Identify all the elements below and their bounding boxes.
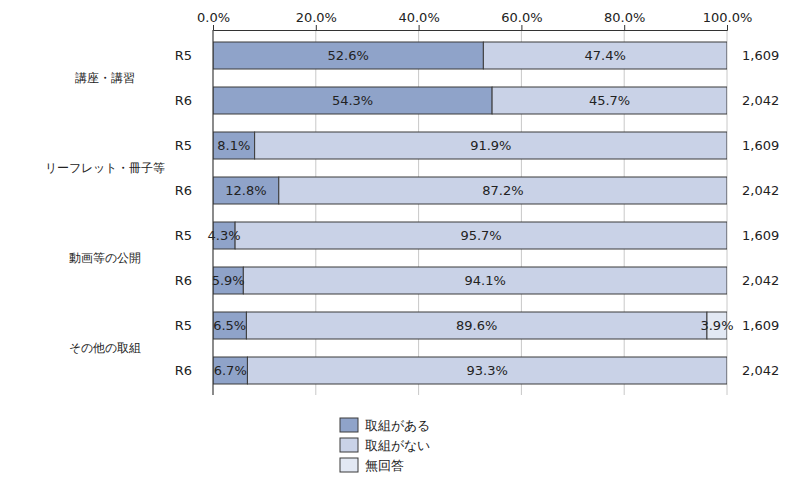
- category-label: R6: [175, 273, 192, 288]
- n-labels: 1,609 2,042 1,609 2,042 1,609 2,042 1,609 2,042: [742, 48, 779, 378]
- group-label: 講座・講習: [75, 71, 135, 85]
- legend: 取組がある取組がない無回答: [340, 418, 430, 473]
- category-label: R5: [175, 48, 192, 63]
- tick-label: 80.0%: [604, 10, 645, 25]
- tick-mark: [316, 25, 317, 30]
- n-label: 1,609: [742, 228, 779, 243]
- tick: 40.0%: [398, 10, 439, 30]
- data-label: 87.2%: [482, 183, 523, 198]
- data-label: 52.6%: [328, 48, 369, 63]
- data-label: 54.3%: [332, 93, 373, 108]
- category-label: R6: [175, 183, 192, 198]
- bar-segment: [213, 132, 255, 159]
- bar-segment: [255, 132, 727, 159]
- axis-line: [214, 25, 728, 31]
- grid-line: [315, 30, 316, 395]
- grid-line: [624, 30, 625, 395]
- data-label: 4.3%: [208, 228, 241, 243]
- tick-label: 20.0%: [296, 10, 337, 25]
- category-label: R5: [175, 138, 192, 153]
- tick: 100.0%: [703, 10, 753, 30]
- tick: 20.0%: [296, 10, 337, 30]
- tick-mark: [727, 25, 728, 30]
- category-label: R6: [175, 93, 192, 108]
- bar-segment: [235, 222, 727, 249]
- data-label: 47.4%: [585, 48, 626, 63]
- bar-segment: [492, 87, 727, 114]
- bar-segment: [213, 312, 246, 339]
- bar-segment: [246, 312, 707, 339]
- bar-segment: [279, 177, 727, 204]
- tick-label: 40.0%: [398, 10, 439, 25]
- data-label: 94.1%: [465, 273, 506, 288]
- group-labels: 講座・講習リーフレット・冊子等動画等の公開その他の取組: [45, 71, 165, 355]
- tick: 80.0%: [604, 10, 645, 30]
- grid-line: [418, 30, 419, 395]
- bar-segment: [243, 267, 727, 294]
- group-label: その他の取組: [69, 341, 141, 355]
- n-label: 2,042: [742, 183, 779, 198]
- tick-mark: [521, 25, 522, 30]
- bars: [213, 42, 727, 384]
- tick-mark: [624, 25, 625, 30]
- data-label: 6.5%: [213, 318, 246, 333]
- data-label: 6.7%: [214, 363, 247, 378]
- n-label: 2,042: [742, 273, 779, 288]
- tick-mark: [419, 25, 420, 30]
- tick: 60.0%: [501, 10, 542, 30]
- bar-segment: [213, 87, 492, 114]
- n-label: 1,609: [742, 48, 779, 63]
- legend-label: 無回答: [365, 458, 404, 473]
- grid-line: [213, 30, 214, 395]
- data-label: 5.9%: [212, 273, 245, 288]
- tick-mark: [213, 25, 214, 30]
- bar-segment: [247, 357, 727, 384]
- data-label: 95.7%: [460, 228, 501, 243]
- category-labels: R5 R6 R5 R6 R5 R6 R5 R6: [175, 48, 192, 378]
- grid: [213, 30, 727, 395]
- grid-line: [727, 30, 728, 395]
- chart: 52.6% 47.4% 54.3% 45.7% 8.1% 91.9% 12.8% 87.2% 4…: [0, 0, 793, 500]
- data-label: 91.9%: [470, 138, 511, 153]
- data-label: 93.3%: [467, 363, 508, 378]
- group-label: 動画等の公開: [69, 251, 141, 265]
- bar-segment: [483, 42, 727, 69]
- legend-swatch: [340, 418, 358, 432]
- data-labels: 52.6% 47.4% 54.3% 45.7% 8.1% 91.9% 12.8% 87.2% 4…: [208, 48, 734, 378]
- n-label: 2,042: [742, 93, 779, 108]
- bar-segment: [213, 42, 483, 69]
- data-label: 3.9%: [700, 318, 733, 333]
- category-label: R5: [175, 318, 192, 333]
- legend-label: 取組がない: [365, 438, 430, 453]
- tick-label: 100.0%: [703, 10, 753, 25]
- data-label: 89.6%: [456, 318, 497, 333]
- bar-segment: [213, 357, 247, 384]
- tick: 0.0%: [197, 10, 230, 30]
- bar-segment: [213, 177, 279, 204]
- data-label: 12.8%: [225, 183, 266, 198]
- category-label: R5: [175, 228, 192, 243]
- data-label: 45.7%: [589, 93, 630, 108]
- legend-swatch: [340, 438, 358, 452]
- x-axis: 0.0% 20.0% 40.0% 60.0% 80.0% 100.0%: [197, 10, 752, 31]
- grid-line: [521, 30, 522, 395]
- n-label: 2,042: [742, 363, 779, 378]
- data-label: 8.1%: [217, 138, 250, 153]
- y-axis-line: [213, 30, 214, 395]
- tick-label: 0.0%: [197, 10, 230, 25]
- legend-label: 取組がある: [365, 418, 430, 433]
- group-label: リーフレット・冊子等: [45, 161, 165, 175]
- category-label: R6: [175, 363, 192, 378]
- legend-swatch: [340, 458, 358, 472]
- tick-label: 60.0%: [501, 10, 542, 25]
- n-label: 1,609: [742, 318, 779, 333]
- n-label: 1,609: [742, 138, 779, 153]
